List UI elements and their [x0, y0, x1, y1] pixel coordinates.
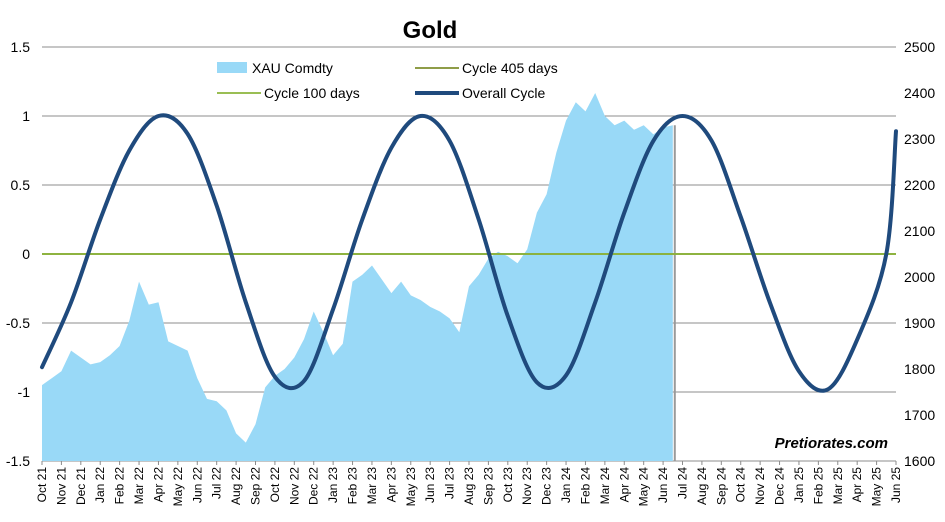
x-axis: Oct 21 Nov 21 Dec 21 Jan 22 Feb 22 Mar 22 Apr …	[35, 461, 903, 506]
left-tick-label: 0.5	[11, 177, 31, 193]
lines-layer	[40, 113, 898, 393]
legend: XAU Comdty Cycle 405 days Cycle 100 days Ov…	[217, 60, 558, 101]
left-tick-label: 0	[22, 246, 30, 262]
legend-label: Cycle 405 days	[462, 60, 558, 76]
x-tick-label: Jun 22	[190, 467, 204, 503]
x-tick-label: Dec 22	[307, 467, 321, 505]
legend-label: Cycle 100 days	[264, 85, 360, 101]
legend-label: XAU Comdty	[252, 60, 333, 76]
x-tick-label: Mar 25	[831, 467, 845, 505]
x-tick-label: Feb 24	[578, 467, 592, 505]
right-tick-label: 1600	[904, 453, 935, 469]
right-tick-label: 1900	[904, 315, 935, 331]
x-tick-label: May 22	[171, 467, 185, 507]
x-tick-label: Jul 23	[443, 467, 457, 499]
right-tick-label: 2100	[904, 223, 935, 239]
x-tick-label: Jan 24	[559, 467, 573, 503]
watermark-text: Pretiorates.com	[775, 435, 888, 452]
x-tick-label: Aug 24	[695, 467, 709, 505]
right-tick-label: 1700	[904, 407, 935, 423]
left-tick-label: -1	[18, 384, 31, 400]
x-tick-label: Nov 23	[520, 467, 534, 505]
right-axis: 1600 1700 1800 1900 2000 2100 2200 2300 2400 2500	[904, 39, 935, 469]
x-tick-label: Apr 22	[151, 467, 165, 503]
x-tick-label: Jun 25	[889, 467, 903, 503]
x-tick-label: Sep 24	[714, 467, 728, 505]
left-axis: -1.5 -1 -0.5 0 0.5 1 1.5	[6, 39, 30, 469]
x-tick-label: Sep 22	[249, 467, 263, 505]
x-tick-label: Apr 25	[850, 467, 864, 503]
legend-swatch-area	[217, 62, 247, 73]
x-tick-label: Dec 23	[540, 467, 554, 505]
x-tick-label: Oct 24	[734, 467, 748, 503]
right-tick-label: 2400	[904, 85, 935, 101]
x-tick-label: Feb 22	[113, 467, 127, 505]
x-tick-label: Nov 22	[287, 467, 301, 505]
x-tick-label: Nov 24	[753, 467, 767, 505]
x-tick-label: Jan 22	[93, 467, 107, 503]
x-tick-label: Aug 22	[229, 467, 243, 505]
left-tick-label: -0.5	[6, 315, 30, 331]
x-tick-label: Sep 23	[481, 467, 495, 505]
x-tick-label: Apr 24	[617, 467, 631, 503]
right-tick-label: 1800	[904, 361, 935, 377]
right-tick-label: 2200	[904, 177, 935, 193]
legend-label: Overall Cycle	[462, 85, 545, 101]
x-tick-label: Jul 22	[210, 467, 224, 499]
x-tick-label: May 24	[637, 467, 651, 507]
right-tick-label: 2500	[904, 39, 935, 55]
x-tick-label: Jun 24	[656, 467, 670, 503]
xau-comdty-area	[42, 93, 673, 461]
right-tick-label: 2000	[904, 269, 935, 285]
x-tick-label: May 25	[870, 467, 884, 507]
x-tick-label: May 23	[404, 467, 418, 507]
x-tick-label: Oct 22	[268, 467, 282, 503]
x-tick-label: Jan 23	[326, 467, 340, 503]
x-tick-label: Apr 23	[384, 467, 398, 503]
x-tick-label: Oct 23	[501, 467, 515, 503]
x-tick-label: Jul 24	[676, 467, 690, 499]
chart-title: Gold	[403, 17, 458, 44]
x-tick-label: Feb 25	[811, 467, 825, 505]
x-tick-label: Mar 23	[365, 467, 379, 505]
x-tick-label: Oct 21	[35, 467, 49, 503]
left-tick-label: 1.5	[11, 39, 31, 55]
x-tick-label: Jun 23	[423, 467, 437, 503]
xau-area-layer	[42, 93, 676, 461]
x-tick-label: Dec 24	[773, 467, 787, 505]
x-tick-label: Mar 22	[132, 467, 146, 505]
x-tick-label: Jan 25	[792, 467, 806, 503]
left-tick-label: -1.5	[6, 453, 30, 469]
right-tick-label: 2300	[904, 131, 935, 147]
x-tick-label: Feb 23	[346, 467, 360, 505]
x-tick-label: Mar 24	[598, 467, 612, 505]
x-tick-label: Dec 21	[74, 467, 88, 505]
x-tick-label: Aug 23	[462, 467, 476, 505]
x-tick-label: Nov 21	[54, 467, 68, 505]
overall-cycle-line	[40, 113, 898, 393]
left-tick-label: 1	[22, 108, 30, 124]
